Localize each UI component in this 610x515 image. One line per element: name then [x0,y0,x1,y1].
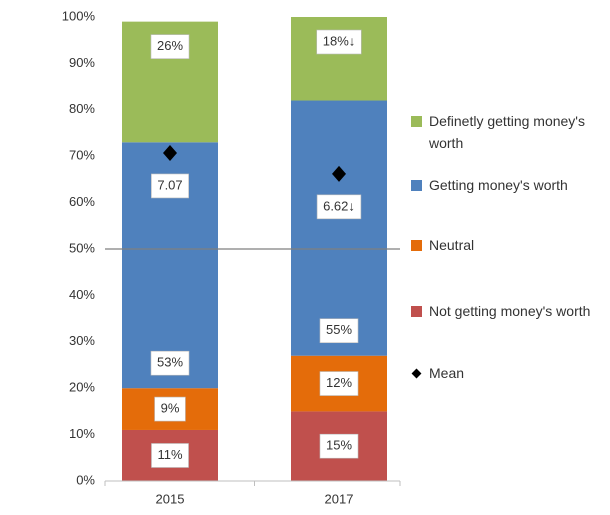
value-label-box [316,194,362,220]
value-label: 15% [326,438,352,453]
value-label: 18%↓ [323,33,356,48]
legend-item: Mean [408,362,598,384]
y-tick-label: 50% [69,240,95,255]
y-tick-label: 20% [69,380,95,395]
value-label-box [319,371,359,396]
value-label: 7.07 [157,177,182,192]
value-label: 12% [326,375,352,390]
value-label: 11% [157,447,182,462]
legend-label: Neutral [429,237,475,253]
mean-marker [163,144,177,161]
y-tick-label: 70% [69,148,95,163]
legend-label: Definetly getting money's worth [429,113,585,151]
value-label-box [151,443,189,468]
value-label: 9% [161,401,180,416]
legend-label: Getting money's worth [429,177,568,193]
y-tick-label: 100% [62,8,96,23]
legend-item: Definetly getting money's worth [408,110,598,154]
value-label: 55% [326,322,352,337]
legend-swatch [411,306,422,317]
y-tick-label: 10% [69,426,95,441]
legend-item: Not getting money's worth [408,300,598,322]
legend-item: Getting money's worth [408,174,598,196]
legend-label: Mean [429,365,465,381]
y-tick-label: 0% [76,472,95,487]
y-tick-label: 30% [69,333,95,348]
x-tick-label: 2015 [156,491,185,506]
value-label-box [150,350,190,376]
y-tick-label: 40% [69,287,95,302]
legend-swatch [411,116,422,127]
mean-marker [332,165,346,182]
legend-label: Not getting money's worth [429,303,591,319]
value-label-box [154,396,186,422]
value-label: 26% [157,38,183,53]
bar-segment [291,100,387,356]
value-label-box [150,34,190,59]
value-label-box [319,433,359,459]
x-tick-label: 2017 [325,491,354,506]
value-label: 53% [157,355,183,370]
legend-swatch [411,368,422,379]
y-tick-label: 90% [69,55,95,70]
value-label: 6.62↓ [323,198,355,213]
value-label-box [316,29,362,55]
legend-swatch [411,240,422,251]
legend-swatch [411,180,422,191]
y-tick-label: 60% [69,194,95,209]
value-label-box [319,318,359,344]
value-label-box [151,173,189,199]
bar-segment [291,17,387,101]
y-tick-label: 80% [69,101,95,116]
legend-item: Neutral [408,234,598,256]
